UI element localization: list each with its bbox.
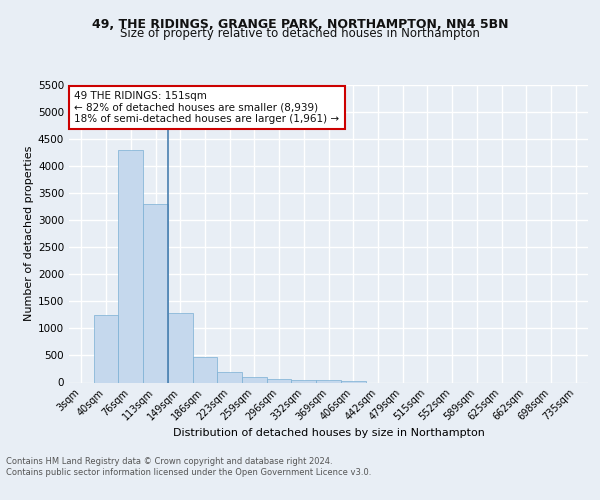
Text: Size of property relative to detached houses in Northampton: Size of property relative to detached ho… — [120, 28, 480, 40]
Bar — [168, 314, 193, 382]
Bar — [316, 380, 341, 382]
Bar — [118, 150, 143, 382]
Bar — [193, 356, 217, 382]
Text: 49, THE RIDINGS, GRANGE PARK, NORTHAMPTON, NN4 5BN: 49, THE RIDINGS, GRANGE PARK, NORTHAMPTO… — [92, 18, 508, 30]
X-axis label: Distribution of detached houses by size in Northampton: Distribution of detached houses by size … — [173, 428, 484, 438]
Bar — [242, 377, 267, 382]
Bar — [94, 315, 118, 382]
Bar — [217, 372, 242, 382]
Y-axis label: Number of detached properties: Number of detached properties — [24, 146, 34, 322]
Bar — [341, 381, 365, 382]
Text: Contains HM Land Registry data © Crown copyright and database right 2024.
Contai: Contains HM Land Registry data © Crown c… — [6, 458, 371, 477]
Text: 49 THE RIDINGS: 151sqm
← 82% of detached houses are smaller (8,939)
18% of semi-: 49 THE RIDINGS: 151sqm ← 82% of detached… — [74, 91, 340, 124]
Bar — [143, 204, 168, 382]
Bar — [292, 380, 316, 382]
Bar — [267, 378, 292, 382]
